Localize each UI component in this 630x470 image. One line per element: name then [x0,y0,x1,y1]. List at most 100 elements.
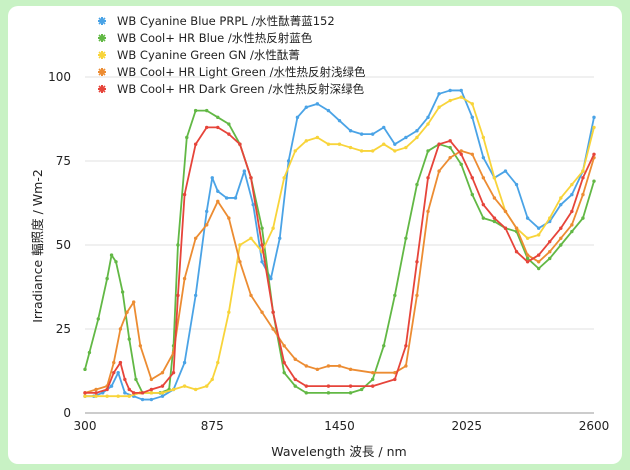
data-point [536,226,541,230]
series-line [85,89,595,401]
data-point [249,236,253,240]
data-point [304,105,309,109]
data-point [570,209,574,214]
data-point [415,129,419,133]
data-point [481,216,486,220]
data-point [160,370,165,375]
data-point [160,384,165,388]
data-point [481,202,486,207]
data-point [570,182,574,187]
data-point [282,176,286,180]
data-point [492,176,497,180]
data-point [548,239,552,244]
data-point [359,387,364,392]
y-axis-title: Irradiance 輻照度 / Wm-2 [30,169,45,323]
data-point [448,88,452,93]
data-point [193,108,198,113]
data-point [193,293,198,298]
data-point [581,192,585,197]
legend-marker [98,17,106,25]
y-tick-label: 0 [63,406,71,420]
data-point [260,310,264,314]
data-point [470,115,474,120]
data-point [337,364,342,368]
data-point [105,394,109,398]
data-point [304,384,309,388]
data-point [348,367,353,372]
data-point [348,391,353,395]
data-point [315,367,320,372]
data-point [370,132,375,136]
x-tick-label: 300 [74,419,97,433]
data-point [233,196,238,200]
series-3 [83,95,596,398]
data-point [470,192,474,197]
data-point [503,169,508,173]
data-point [205,108,209,113]
data-point [185,135,189,140]
data-point [83,391,87,395]
data-point [359,132,364,136]
data-point [260,243,264,247]
data-point [404,364,408,368]
data-point [293,384,297,388]
data-point [227,216,231,220]
data-point [525,216,530,220]
series-line [85,126,595,394]
data-point [548,216,552,220]
data-point [359,149,364,153]
data-point [492,196,497,200]
data-point [94,394,98,398]
legend-item: WB Cyanine Blue PRPL /水性酞菁蓝152 [98,14,335,28]
data-point [326,142,331,146]
legend-item: WB Cool+ HR Blue /水性热反射蓝色 [98,31,313,45]
legend-marker [98,85,106,93]
series-4 [83,149,596,395]
series-2 [83,108,596,395]
data-point [238,142,242,146]
data-point [393,142,397,146]
data-point [176,293,180,298]
data-point [242,169,247,173]
axes: 0 25 50 75 100 300 875 1450 2025 2600 [48,70,609,433]
data-point [182,192,187,197]
data-point [205,125,209,130]
data-point [415,182,419,187]
data-point [514,226,519,230]
data-point [415,260,419,264]
data-point [118,327,123,331]
data-point [459,152,463,156]
data-point [238,260,242,264]
data-point [514,182,519,187]
data-point [382,125,386,130]
data-point [105,276,109,281]
data-point [559,202,563,207]
gridlines [85,76,594,330]
data-point [337,142,342,146]
data-point [370,149,375,153]
data-point [149,391,154,395]
data-point [348,384,353,388]
data-point [216,189,220,193]
data-point [326,391,331,395]
x-tick-label: 1450 [324,419,355,433]
data-point [205,209,209,214]
x-tick-label: 2600 [579,419,610,433]
data-point [393,293,397,298]
data-point [592,179,596,183]
data-point [559,243,563,247]
data-point [293,357,297,361]
data-point [125,310,129,314]
data-point [96,317,100,321]
data-point [216,199,220,204]
data-point [570,223,574,227]
legend-marker [98,68,106,76]
data-point [503,209,508,214]
legend-marker [98,51,106,59]
data-point [370,384,375,388]
series-5 [83,125,596,395]
data-point [536,233,541,237]
data-point [525,256,530,261]
data-point [536,253,541,257]
data-point [437,105,441,109]
